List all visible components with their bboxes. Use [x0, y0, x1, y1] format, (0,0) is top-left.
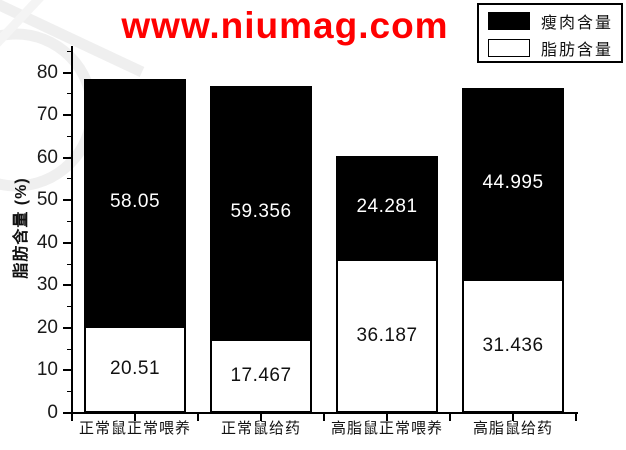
x-axis-line — [71, 412, 578, 414]
y-axis-tick-label: 20 — [36, 316, 58, 338]
x-axis-tick — [449, 413, 451, 421]
y-axis-tick-label: 10 — [36, 359, 58, 381]
bar-value-label-fat: 36.187 — [356, 324, 418, 346]
y-axis-minor-tick — [67, 135, 72, 137]
y-axis-line — [71, 46, 73, 414]
bar-segment-fat — [210, 338, 312, 413]
legend-swatch-fat — [488, 38, 530, 57]
bar-segment-lean — [336, 155, 438, 259]
x-axis-tick — [575, 413, 577, 421]
y-axis-tick-label: 40 — [36, 231, 58, 253]
y-axis-major-tick — [63, 199, 72, 202]
bar-segment-fat — [336, 258, 438, 413]
legend-swatch-lean — [488, 11, 530, 30]
x-category-label: 正常鼠给药 — [220, 420, 301, 437]
bar-value-label-lean: 59.356 — [230, 201, 292, 223]
y-axis-major-tick — [63, 241, 72, 244]
x-axis-tick — [197, 413, 199, 421]
bar-segment-lean — [462, 87, 564, 280]
y-axis-minor-tick — [67, 220, 72, 222]
y-axis-tick-label: 30 — [36, 274, 58, 296]
bar-value-label-lean: 24.281 — [356, 196, 418, 218]
y-axis-minor-tick — [67, 93, 72, 95]
y-axis-tick-label: 50 — [36, 189, 58, 211]
legend-item-fat: 脂肪含量 — [479, 34, 621, 61]
bar-value-label-lean: 44.995 — [482, 172, 544, 194]
x-axis-tick — [386, 413, 388, 421]
bar-segment-lean — [84, 78, 186, 326]
y-axis-major-tick — [63, 369, 72, 372]
bar-segment-lean — [210, 86, 312, 339]
y-axis-tick-label: 80 — [36, 61, 58, 83]
x-axis-tick — [134, 413, 136, 421]
y-axis-minor-tick — [67, 263, 72, 265]
y-axis-major-tick — [63, 412, 72, 414]
x-category-label: 高脂鼠正常喂养 — [330, 420, 443, 437]
bar-value-label-lean: 58.05 — [109, 191, 161, 213]
x-axis-tick — [512, 413, 514, 421]
y-axis-minor-tick — [67, 50, 72, 52]
bar-value-label-fat: 17.467 — [230, 364, 292, 386]
y-axis-minor-tick — [67, 391, 72, 393]
y-axis-minor-tick — [67, 348, 72, 350]
legend-item-lean: 瘦肉含量 — [479, 7, 621, 34]
legend-label-lean: 瘦肉含量 — [541, 14, 614, 32]
y-axis-major-tick — [63, 114, 72, 117]
bar-segment-fat — [84, 325, 186, 413]
legend-label-fat: 脂肪含量 — [541, 41, 614, 59]
y-axis-minor-tick — [67, 178, 72, 180]
y-axis-tick-label: 70 — [36, 104, 58, 126]
y-axis-major-tick — [63, 284, 72, 287]
y-axis-tick-label: 0 — [47, 402, 58, 423]
y-axis-major-tick — [63, 71, 72, 74]
y-axis-major-tick — [63, 156, 72, 159]
x-category-label: 高脂鼠给药 — [472, 420, 553, 437]
bar-segment-fat — [462, 279, 564, 413]
x-axis-tick — [260, 413, 262, 421]
watermark-text: www.niumag.com — [121, 5, 449, 46]
bar-value-label-fat: 20.51 — [109, 358, 161, 380]
x-category-label: 正常鼠正常喂养 — [78, 420, 191, 437]
y-axis-minor-tick — [67, 306, 72, 308]
y-axis-major-tick — [63, 326, 72, 329]
bar-value-label-fat: 31.436 — [482, 335, 544, 357]
x-axis-tick — [323, 413, 325, 421]
y-axis-tick-label: 60 — [36, 146, 58, 168]
x-axis-tick — [71, 413, 73, 421]
chart-legend: 瘦肉含量 脂肪含量 — [477, 3, 623, 63]
